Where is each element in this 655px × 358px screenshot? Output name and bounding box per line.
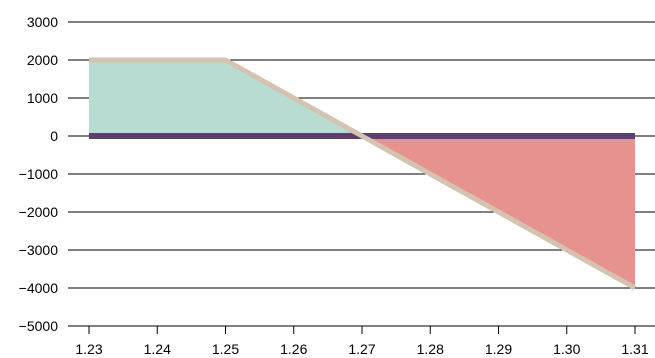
y-tick-label: 0 (50, 128, 58, 144)
x-tick-label: 1.27 (348, 341, 375, 357)
series-lines (89, 57, 637, 291)
x-axis: 1.23 1.24 1.25 1.26 1.27 1.28 1.29 1.30 1.31 (68, 325, 655, 357)
x-tick-label: 1.25 (212, 341, 239, 357)
y-tick-label: −1000 (19, 166, 59, 182)
y-tick-label: −5000 (19, 318, 59, 334)
x-tick-label: 1.30 (553, 341, 580, 357)
y-tick-label: −4000 (19, 280, 59, 296)
profit-area (89, 60, 362, 136)
x-tick-label: 1.24 (144, 341, 171, 357)
y-axis-tick-labels: 3000 2000 1000 0 −1000 −2000 −3000 −4000 −5000 (19, 14, 59, 334)
y-tick-label: 1000 (27, 90, 58, 106)
x-tick-label: 1.23 (75, 341, 102, 357)
x-tick-label: 1.29 (485, 341, 512, 357)
y-tick-label: −3000 (19, 242, 59, 258)
y-tick-label: 2000 (27, 52, 58, 68)
y-tick-label: −2000 (19, 204, 59, 220)
payoff-line (89, 57, 637, 291)
y-tick-label: 3000 (27, 14, 58, 30)
x-tick-label: 1.28 (417, 341, 444, 357)
x-tick-label: 1.26 (280, 341, 307, 357)
x-tick-label: 1.31 (621, 341, 648, 357)
